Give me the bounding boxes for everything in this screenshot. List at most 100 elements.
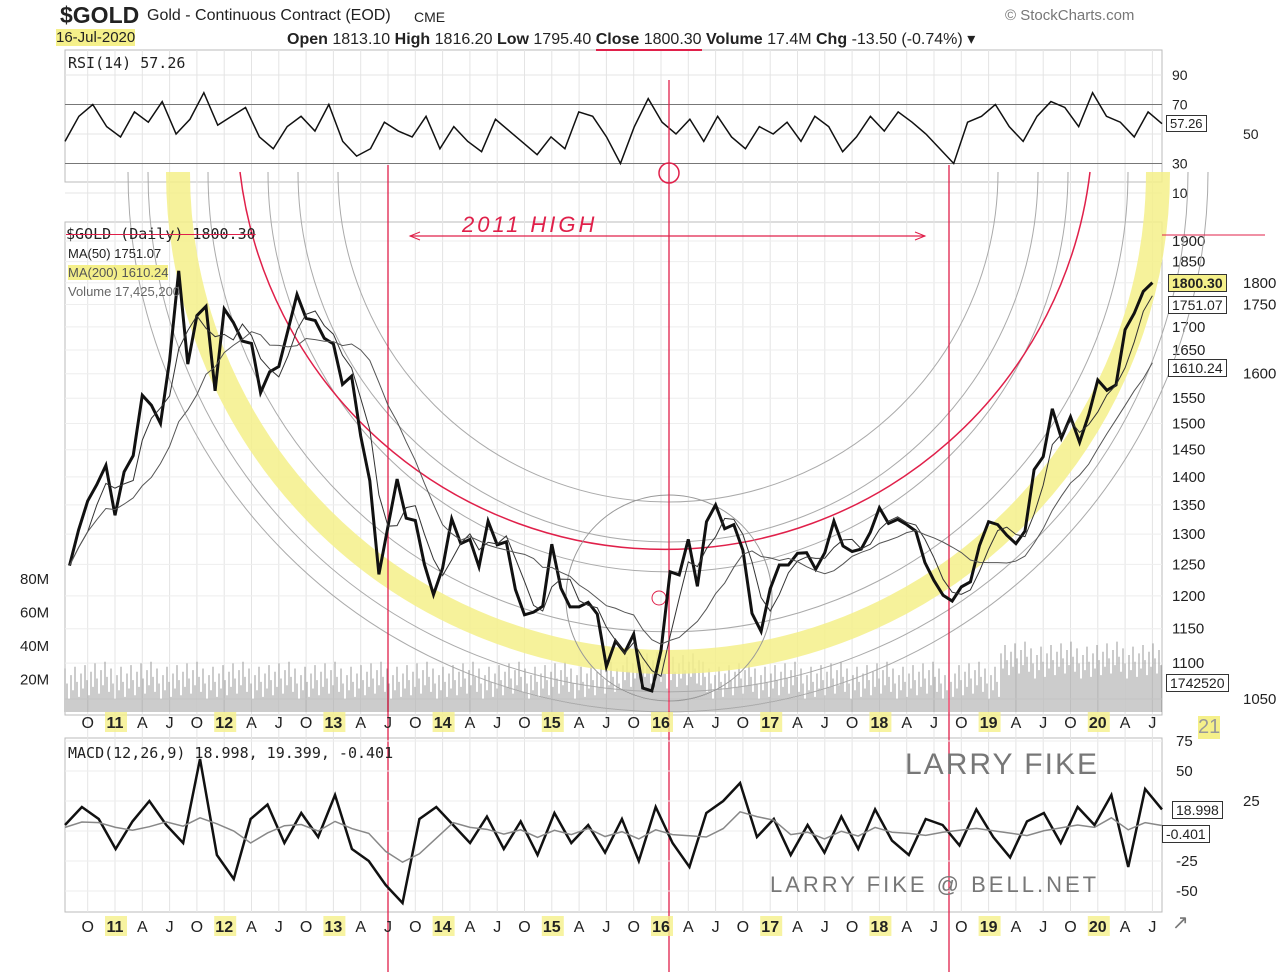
x-tick-label: 11 <box>107 715 124 732</box>
x-tick-label: A <box>137 715 148 732</box>
x-tick-label: J <box>493 715 501 732</box>
price-tick-label: 1800 <box>1243 275 1276 292</box>
price-tick-label: 1600 <box>1243 366 1276 383</box>
volume-tag: 1742520 <box>1166 674 1229 692</box>
rsi-legend: RSI(14) 57.26 <box>68 54 186 72</box>
x-tick-label: A <box>355 919 366 936</box>
x-tick-label: O <box>81 919 93 936</box>
year-highlight <box>323 916 346 936</box>
x-tick-label: O <box>955 715 967 732</box>
x-tick-label: J <box>821 919 829 936</box>
x-tick-label: O <box>191 919 203 936</box>
volume-tick-label: 20M <box>20 672 49 689</box>
chg-dropdown-icon[interactable]: ▾ <box>967 31 976 48</box>
volume-tick-label: 80M <box>20 571 49 588</box>
x-tick-label: 15 <box>543 919 561 936</box>
x-tick-label: J <box>1039 715 1047 732</box>
year-highlight <box>760 916 783 936</box>
rsi-tick-label: 50 <box>1243 126 1259 142</box>
rsi-tick-label: 10 <box>1172 185 1188 201</box>
x-tick-label: A <box>137 919 148 936</box>
year-highlight <box>323 712 346 732</box>
price-tick-label: 1750 <box>1243 297 1276 314</box>
x-tick-label: 18 <box>871 919 889 936</box>
year-highlight <box>651 916 673 936</box>
x-tick-label: J <box>166 715 174 732</box>
rsi-tick-label: 70 <box>1172 97 1188 113</box>
open-label: Open <box>287 31 328 48</box>
volume-legend: Volume 17,425,200 <box>68 284 181 299</box>
x-tick-label: 14 <box>434 715 452 732</box>
concentric-arc <box>207 171 1129 633</box>
year-highlight <box>978 916 1001 936</box>
year-highlight <box>1087 916 1110 936</box>
open-value: 1813.10 <box>332 31 391 48</box>
price-tick-label: 1100 <box>1172 655 1204 672</box>
highlight-arc-band <box>166 171 1170 674</box>
year-highlight <box>432 916 455 936</box>
price-tick-label: 1350 <box>1172 497 1205 514</box>
x-tick-label: 16 <box>652 715 670 732</box>
year-highlight <box>105 712 127 732</box>
x-tick-label: A <box>1120 715 1131 732</box>
watermark: © StockCharts.com <box>1005 7 1135 24</box>
x-tick-label: A <box>574 919 585 936</box>
rsi-value-tag: 57.26 <box>1166 115 1207 132</box>
low-label: Low <box>496 31 529 48</box>
x-tick-label: A <box>683 715 694 732</box>
chg-label: Chg <box>816 31 848 48</box>
rsi-tick-label: 30 <box>1172 156 1188 172</box>
concentric-arc <box>267 171 1069 573</box>
rsi-line <box>64 90 1163 166</box>
x-tick-label: 16 <box>652 919 670 936</box>
high-value: 1816.20 <box>434 31 493 48</box>
exchange: CME <box>414 9 446 25</box>
price-tick-label: 1200 <box>1172 588 1205 605</box>
x-tick-label: J <box>602 919 610 936</box>
x-tick-label: 17 <box>761 715 779 732</box>
ma200-tag: 1610.24 <box>1168 359 1227 377</box>
macd-tick-label: -25 <box>1176 853 1198 870</box>
signature: LARRY FIKE <box>905 748 1099 781</box>
price-tick-label: 1900 <box>1172 233 1205 250</box>
macd-tick-label: 75 <box>1176 733 1193 750</box>
volume-label: Volume <box>706 31 763 48</box>
x-tick-label: J <box>1039 919 1047 936</box>
date: 16-Jul-2020 <box>56 29 136 46</box>
macd-signal-line <box>64 810 1163 864</box>
price-tick-label: 1550 <box>1172 390 1205 407</box>
x-tick-label: A <box>1011 715 1022 732</box>
x-tick-label: J <box>275 919 283 936</box>
x-tick-label: A <box>901 919 912 936</box>
x-tick-label: A <box>246 919 257 936</box>
year-highlight <box>432 712 455 732</box>
x-tick-label: O <box>627 715 639 732</box>
concentric-arc <box>337 171 999 503</box>
red-arc <box>239 171 1091 551</box>
price-tick-label: 1500 <box>1172 416 1205 433</box>
year-highlight <box>105 916 127 936</box>
x-tick-label: O <box>627 919 639 936</box>
price-tick-label: 1450 <box>1172 442 1205 459</box>
close-group: Close 1800.30 <box>595 31 702 51</box>
x-tick-label: O <box>409 715 421 732</box>
ohlc-bar: Open 1813.10 High 1816.20 Low 1795.40 Cl… <box>287 29 976 51</box>
year-highlight <box>978 712 1001 732</box>
x-tick-label: 13 <box>325 919 343 936</box>
price-tick-label: 1300 <box>1172 526 1205 543</box>
x-tick-label: O <box>737 715 749 732</box>
x-tick-label: J <box>930 919 938 936</box>
x-tick-label: 12 <box>215 919 233 936</box>
year-highlight <box>651 712 673 732</box>
x-tick-label: O <box>955 919 967 936</box>
x-tick-label: 13 <box>325 715 343 732</box>
x-tick-label: A <box>1011 919 1022 936</box>
macd-tag: 18.998 <box>1172 801 1223 819</box>
panel-frame <box>64 49 1163 183</box>
year-highlight <box>1087 712 1110 732</box>
x-tick-label: J <box>930 715 938 732</box>
x-tick-label: 15 <box>543 715 561 732</box>
x-tick-label: A <box>792 919 803 936</box>
